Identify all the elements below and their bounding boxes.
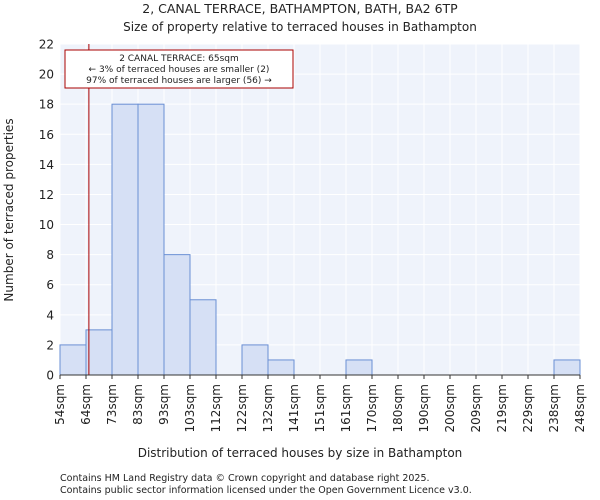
- x-tick-label: 64sqm: [79, 384, 93, 425]
- y-tick-label: 12: [39, 188, 54, 202]
- bar: [241, 344, 269, 376]
- x-tick-label: 93sqm: [157, 384, 171, 425]
- bar: [59, 344, 87, 376]
- x-tick-label: 112sqm: [209, 384, 223, 432]
- x-axis-ticks: 54sqm 64sqm 73sqm 83sqm 93sqm 103sqm 112sqm 122…: [53, 375, 587, 432]
- y-tick-label: 14: [39, 158, 54, 172]
- x-tick-label: 170sqm: [365, 384, 379, 432]
- y-tick-label: 0: [46, 369, 54, 383]
- x-tick-label: 161sqm: [339, 384, 353, 432]
- bar: [163, 254, 191, 376]
- bar: [553, 359, 581, 376]
- bar: [267, 359, 295, 376]
- annotation-line-3: 97% of terraced houses are larger (56) →: [86, 76, 272, 86]
- x-tick-label: 54sqm: [53, 384, 67, 425]
- x-tick-label: 200sqm: [443, 384, 457, 432]
- y-tick-label: 22: [39, 38, 54, 52]
- x-tick-label: 248sqm: [573, 384, 587, 432]
- bar: [189, 299, 217, 376]
- bar: [137, 103, 165, 376]
- x-axis-label: Distribution of terraced houses by size …: [138, 446, 463, 460]
- bars: [59, 103, 581, 376]
- x-tick-label: 229sqm: [521, 384, 535, 432]
- y-tick-label: 20: [39, 68, 54, 82]
- y-tick-label: 2: [46, 338, 54, 352]
- bar: [345, 359, 373, 376]
- x-tick-label: 122sqm: [235, 384, 249, 432]
- y-axis-ticks: 0 2 4 6 8 10 12 14 16 18 20 22: [39, 38, 54, 383]
- bar: [111, 103, 139, 376]
- chart-subtitle: Size of property relative to terraced ho…: [123, 20, 477, 34]
- x-tick-label: 151sqm: [313, 384, 327, 432]
- y-axis-label: Number of terraced properties: [2, 118, 16, 301]
- y-tick-label: 4: [46, 308, 54, 322]
- y-tick-label: 8: [46, 248, 54, 262]
- annotation-border: [64, 49, 294, 89]
- x-tick-label: 209sqm: [469, 384, 483, 432]
- annotation-line-1: 2 CANAL TERRACE: 65sqm: [119, 54, 239, 64]
- footer-line-1: Contains HM Land Registry data © Crown c…: [60, 473, 430, 484]
- x-tick-label: 180sqm: [391, 384, 405, 432]
- x-tick-label: 103sqm: [183, 384, 197, 432]
- x-tick-label: 190sqm: [417, 384, 431, 432]
- x-tick-label: 141sqm: [287, 384, 301, 432]
- annotation-box: 2 CANAL TERRACE: 65sqm ← 3% of terraced …: [64, 49, 294, 89]
- y-tick-label: 16: [39, 128, 54, 142]
- chart-title: 2, CANAL TERRACE, BATHAMPTON, BATH, BA2 …: [142, 1, 458, 16]
- x-tick-label: 132sqm: [261, 384, 275, 432]
- annotation-line-2: ← 3% of terraced houses are smaller (2): [89, 65, 270, 75]
- x-tick-label: 73sqm: [105, 384, 119, 425]
- x-tick-label: 238sqm: [547, 384, 561, 432]
- footer-line-2: Contains public sector information licen…: [60, 485, 472, 496]
- x-tick-label: 219sqm: [495, 384, 509, 432]
- bar: [85, 329, 113, 376]
- y-tick-label: 10: [39, 218, 54, 232]
- x-tick-label: 83sqm: [131, 384, 145, 425]
- y-tick-label: 18: [39, 98, 54, 112]
- y-tick-label: 6: [46, 278, 54, 292]
